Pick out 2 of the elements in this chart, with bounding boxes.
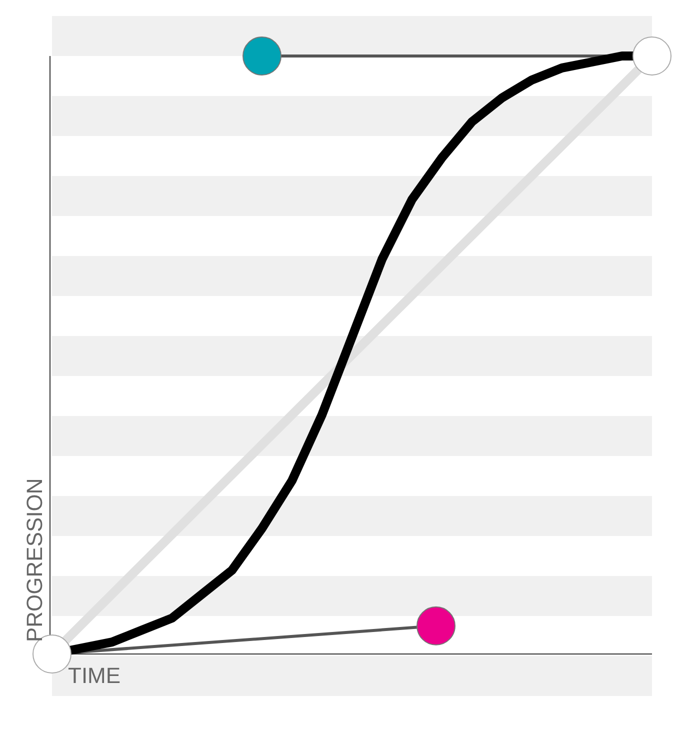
y-axis-title: PROGRESSION (22, 478, 47, 642)
x-axis-title: TIME (68, 663, 121, 688)
